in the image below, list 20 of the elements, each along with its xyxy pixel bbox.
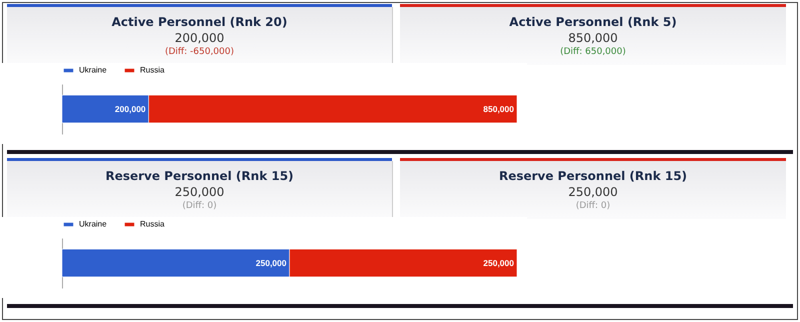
data-label: 250,000 <box>483 258 514 268</box>
data-label: 200,000 <box>114 104 146 114</box>
text: 850,000 <box>567 31 619 45</box>
text: Reserve Personnel (Rnk 15) <box>104 169 295 183</box>
text: 250,000 <box>567 185 619 199</box>
legend-label: Russia <box>140 66 166 75</box>
text: 200,000 <box>174 31 226 45</box>
text: Active Personnel (Rnk 5) <box>508 15 678 29</box>
text: (Diff: 0) <box>574 201 612 211</box>
legend-label: Ukraine <box>79 66 108 75</box>
text: (Diff: -650,000) <box>164 47 235 57</box>
text: (Diff: 650,000) <box>559 47 627 57</box>
text: 250,000 <box>174 185 226 199</box>
data-label: 850,000 <box>483 104 514 114</box>
text: (Diff: 0) <box>181 201 218 211</box>
text: Reserve Personnel (Rnk 15) <box>498 169 688 183</box>
legend-label: Ukraine <box>79 220 108 229</box>
legend-label: Russia <box>140 220 166 229</box>
data-label: 250,000 <box>256 258 287 268</box>
text: Active Personnel (Rnk 20) <box>110 15 288 29</box>
